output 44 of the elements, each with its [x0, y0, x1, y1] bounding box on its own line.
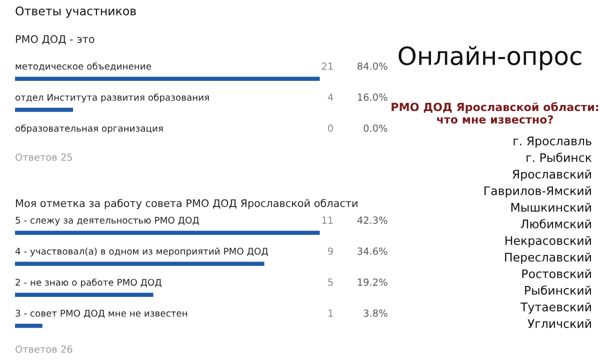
text: 11 — [322, 216, 333, 224]
y-tick-label: методическое объединение — [16, 62, 151, 71]
text: г. Рыбинск — [526, 152, 592, 162]
text: Любимский — [520, 219, 591, 228]
y-tick-label: отдел Института развития образования — [16, 94, 209, 103]
text: г. Ярославль — [514, 136, 592, 148]
text: Ярославский — [512, 170, 591, 181]
chart-subtitle: РМО ДОД - это — [16, 35, 94, 45]
bar — [15, 292, 154, 297]
data-label: 3.8% — [364, 309, 388, 317]
text: Рыбинский — [525, 285, 591, 295]
text: РМО ДОД Ярославской области: что мне известно? — [392, 102, 598, 124]
text: 5 — [328, 278, 333, 286]
y-tick-label: 3 - совет РМО ДОД мне не известен — [16, 310, 187, 318]
data-label: 42.3% — [357, 216, 388, 224]
text: 1 — [328, 310, 333, 317]
data-label: 16.0% — [358, 93, 388, 101]
text: Переславский — [505, 252, 591, 264]
text: Ответов 25 — [16, 153, 72, 161]
data-label: 34.6% — [358, 247, 388, 255]
y-tick-label: образовательная организация — [16, 124, 163, 134]
y-tick-label: 5 - слежу за деятельностью РМО ДОД — [16, 216, 199, 226]
text: Некрасовский — [506, 236, 591, 248]
text: 4 — [328, 94, 334, 101]
text: 21 — [322, 62, 333, 70]
text: Тутаевский — [520, 302, 591, 314]
text: Мышкинский — [511, 202, 591, 212]
y-tick-label: 2 - не знаю о работе РМО ДОД — [16, 278, 162, 288]
bar — [15, 324, 42, 328]
bar — [15, 262, 264, 266]
data-label: 84.0% — [358, 62, 388, 70]
bar — [15, 230, 320, 235]
chart-subtitle: Моя отметка за работу совета РМО ДОД Ярославской области — [16, 198, 358, 210]
text: Угличский — [528, 318, 591, 328]
text: 9 — [328, 247, 333, 255]
text: 0 — [328, 124, 333, 132]
data-label: 0.0% — [364, 124, 388, 132]
text: Ростовский — [522, 269, 591, 278]
text: Ответов 26 — [16, 345, 72, 353]
text: Гаврилов-Ямский — [484, 186, 591, 198]
y-tick-label: 4 - участвовал(а) в одном из мероприятий РМО ДОД — [15, 248, 268, 256]
chart-title: Ответы участников — [16, 6, 136, 18]
text: Онлайн-опрос — [398, 46, 582, 70]
data-label: 19.2% — [358, 278, 388, 286]
